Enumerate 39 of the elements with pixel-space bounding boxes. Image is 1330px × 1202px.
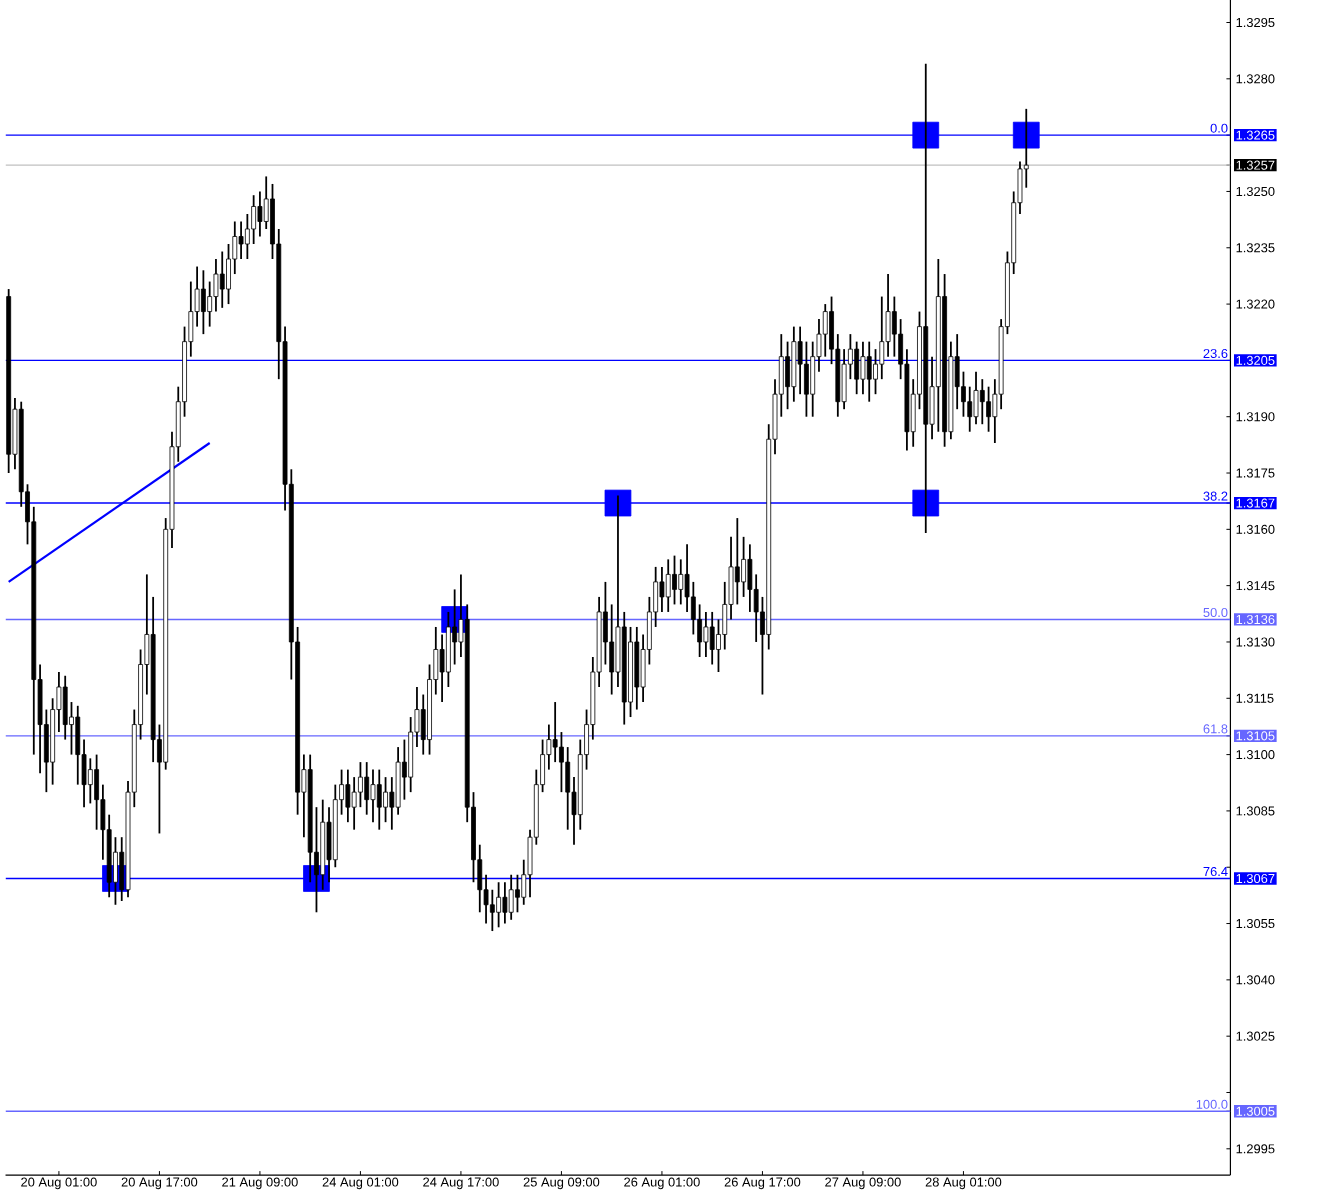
candlestick xyxy=(257,190,263,237)
candlestick xyxy=(508,873,514,921)
candlestick xyxy=(383,775,388,823)
candlestick xyxy=(665,558,671,613)
candlestick xyxy=(439,633,445,703)
candlestick xyxy=(791,325,797,403)
candlestick xyxy=(376,768,382,831)
candlestick xyxy=(515,873,520,913)
candlestick xyxy=(370,768,376,823)
point xyxy=(912,489,940,516)
candlestick xyxy=(979,377,985,425)
candlestick xyxy=(238,220,244,260)
candlestick xyxy=(401,738,407,801)
candlestick xyxy=(496,880,502,928)
point xyxy=(1012,121,1040,149)
candlestick xyxy=(634,625,640,710)
candlestick xyxy=(986,385,991,433)
candlestick xyxy=(734,516,740,605)
candlestick xyxy=(973,370,979,425)
candlestick xyxy=(709,610,715,665)
candlestick xyxy=(345,768,351,823)
candlestick xyxy=(113,835,118,906)
candlestick xyxy=(452,588,458,665)
candlestick xyxy=(860,340,866,395)
candlestick xyxy=(866,340,872,403)
point xyxy=(912,121,940,149)
candlestick xyxy=(326,805,332,883)
point xyxy=(604,489,632,516)
candlestick xyxy=(219,250,225,309)
candlestick xyxy=(672,554,677,605)
candlestick xyxy=(854,340,860,395)
candlestick xyxy=(659,565,665,613)
candlestick xyxy=(785,340,790,410)
candlestick xyxy=(364,760,370,816)
candlestick xyxy=(678,558,684,605)
candlestick xyxy=(200,268,206,335)
candlestick xyxy=(502,880,508,924)
candlestick xyxy=(87,756,93,804)
candlestick xyxy=(703,610,709,658)
